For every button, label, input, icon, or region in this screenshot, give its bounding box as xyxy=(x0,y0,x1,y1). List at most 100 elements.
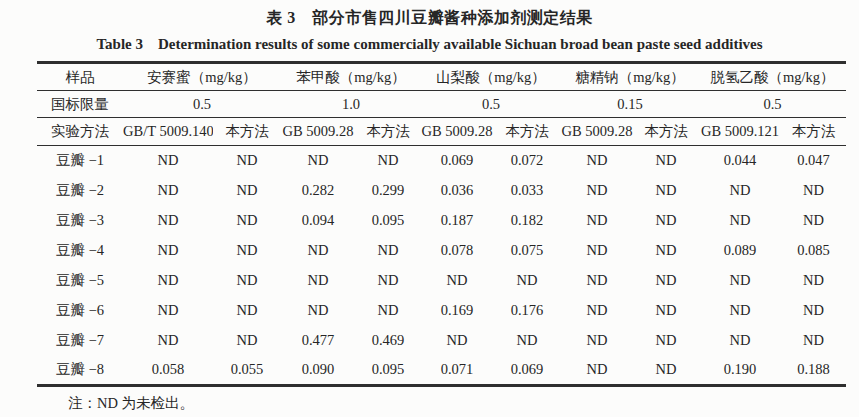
table-row: 豆瓣 −2NDND0.2820.2990.0360.033NDNDNDND xyxy=(37,176,846,206)
value-cell: ND xyxy=(633,326,699,356)
sample-name-cell: 豆瓣 −7 xyxy=(37,326,123,356)
value-cell: ND xyxy=(493,326,561,356)
value-cell: ND xyxy=(493,266,561,296)
value-cell: 0.299 xyxy=(355,176,421,206)
sample-name-cell: 豆瓣 −6 xyxy=(37,296,123,326)
value-cell: 0.477 xyxy=(281,326,355,356)
paper-page: 表 3 部分市售四川豆瓣酱种添加剂测定结果 Table 3 Determinat… xyxy=(0,0,859,417)
value-cell: ND xyxy=(213,326,281,356)
value-cell: ND xyxy=(699,176,781,206)
col-header-additive: 山梨酸（mg/kg） xyxy=(421,63,561,91)
value-cell: ND xyxy=(561,266,633,296)
method-ours-cell: 本方法 xyxy=(493,118,561,146)
method-ours-cell: 本方法 xyxy=(355,118,421,146)
value-cell: ND xyxy=(781,206,846,236)
col-header-additive: 糖精钠（mg/kg） xyxy=(561,63,699,91)
method-standard-cell: GB 5009.28 xyxy=(561,118,633,146)
limit-value-cell: 1.0 xyxy=(281,91,421,118)
value-cell: 0.090 xyxy=(281,356,355,386)
value-cell: 0.047 xyxy=(781,146,846,176)
value-cell: ND xyxy=(561,236,633,266)
sample-name-cell: 豆瓣 −2 xyxy=(37,176,123,206)
limit-value-cell: 0.5 xyxy=(123,91,281,118)
value-cell: ND xyxy=(561,356,633,386)
value-cell: ND xyxy=(699,326,781,356)
table-row: 豆瓣 −1NDNDNDND0.0690.072NDND0.0440.047 xyxy=(37,146,846,176)
value-cell: 0.033 xyxy=(493,176,561,206)
value-cell: ND xyxy=(781,266,846,296)
value-cell: ND xyxy=(281,266,355,296)
value-cell: ND xyxy=(699,266,781,296)
value-cell: ND xyxy=(781,296,846,326)
value-cell: ND xyxy=(123,266,213,296)
method-standard-cell: GB 5009.28 xyxy=(281,118,355,146)
value-cell: 0.095 xyxy=(355,356,421,386)
method-row-label: 实验方法 xyxy=(37,118,123,146)
table-footnote: 注：ND 为未检出。 xyxy=(68,394,859,412)
value-cell: ND xyxy=(633,296,699,326)
value-cell: 0.182 xyxy=(493,206,561,236)
value-cell: 0.188 xyxy=(781,356,846,386)
sample-name-cell: 豆瓣 −1 xyxy=(37,146,123,176)
limit-value-cell: 0.5 xyxy=(699,91,846,118)
value-cell: ND xyxy=(213,296,281,326)
value-cell: 0.282 xyxy=(281,176,355,206)
value-cell: ND xyxy=(281,296,355,326)
value-cell: ND xyxy=(213,176,281,206)
method-standard-cell: GB 5009.121 xyxy=(699,118,781,146)
limit-row: 国标限量0.51.00.50.150.5 xyxy=(37,91,846,118)
value-cell: 0.085 xyxy=(781,236,846,266)
sample-name-cell: 豆瓣 −3 xyxy=(37,206,123,236)
value-cell: ND xyxy=(213,146,281,176)
sample-name-cell: 豆瓣 −4 xyxy=(37,236,123,266)
value-cell: ND xyxy=(355,266,421,296)
value-cell: 0.176 xyxy=(493,296,561,326)
limit-value-cell: 0.5 xyxy=(421,91,561,118)
value-cell: ND xyxy=(355,296,421,326)
sample-name-cell: 豆瓣 −8 xyxy=(37,356,123,386)
value-cell: ND xyxy=(633,146,699,176)
determination-results-table: 样品安赛蜜（mg/kg）苯甲酸（mg/kg）山梨酸（mg/kg）糖精钠（mg/k… xyxy=(37,61,846,387)
value-cell: ND xyxy=(355,236,421,266)
table-row: 豆瓣 −7NDND0.4770.469NDNDNDNDNDND xyxy=(37,326,846,356)
value-cell: ND xyxy=(281,236,355,266)
value-cell: 0.169 xyxy=(421,296,493,326)
limit-row-label: 国标限量 xyxy=(37,91,123,118)
table-row: 豆瓣 −80.0580.0550.0900.0950.0710.069NDND0… xyxy=(37,356,846,386)
value-cell: ND xyxy=(699,206,781,236)
value-cell: ND xyxy=(699,296,781,326)
value-cell: 0.072 xyxy=(493,146,561,176)
value-cell: ND xyxy=(421,326,493,356)
value-cell: ND xyxy=(561,206,633,236)
value-cell: ND xyxy=(123,176,213,206)
value-cell: 0.187 xyxy=(421,206,493,236)
value-cell: ND xyxy=(123,206,213,236)
value-cell: ND xyxy=(213,236,281,266)
value-cell: ND xyxy=(561,146,633,176)
value-cell: 0.075 xyxy=(493,236,561,266)
col-header-sample: 样品 xyxy=(37,63,123,91)
value-cell: ND xyxy=(281,146,355,176)
value-cell: 0.071 xyxy=(421,356,493,386)
value-cell: 0.055 xyxy=(213,356,281,386)
value-cell: ND xyxy=(213,266,281,296)
value-cell: ND xyxy=(213,206,281,236)
value-cell: 0.058 xyxy=(123,356,213,386)
table-body: 豆瓣 −1NDNDNDND0.0690.072NDND0.0440.047豆瓣 … xyxy=(37,146,846,386)
method-ours-cell: 本方法 xyxy=(781,118,846,146)
value-cell: 0.094 xyxy=(281,206,355,236)
method-standard-cell: GB/T 5009.140 xyxy=(123,118,213,146)
value-cell: ND xyxy=(123,326,213,356)
value-cell: ND xyxy=(123,146,213,176)
table-row: 豆瓣 −6NDNDNDND0.1690.176NDNDNDND xyxy=(37,296,846,326)
table-row: 豆瓣 −5NDNDNDNDNDNDNDNDNDND xyxy=(37,266,846,296)
value-cell: ND xyxy=(355,146,421,176)
col-header-additive: 安赛蜜（mg/kg） xyxy=(123,63,281,91)
value-cell: 0.078 xyxy=(421,236,493,266)
value-cell: ND xyxy=(421,266,493,296)
value-cell: ND xyxy=(561,326,633,356)
value-cell: ND xyxy=(633,356,699,386)
header-row: 样品安赛蜜（mg/kg）苯甲酸（mg/kg）山梨酸（mg/kg）糖精钠（mg/k… xyxy=(37,63,846,91)
value-cell: 0.190 xyxy=(699,356,781,386)
limit-value-cell: 0.15 xyxy=(561,91,699,118)
